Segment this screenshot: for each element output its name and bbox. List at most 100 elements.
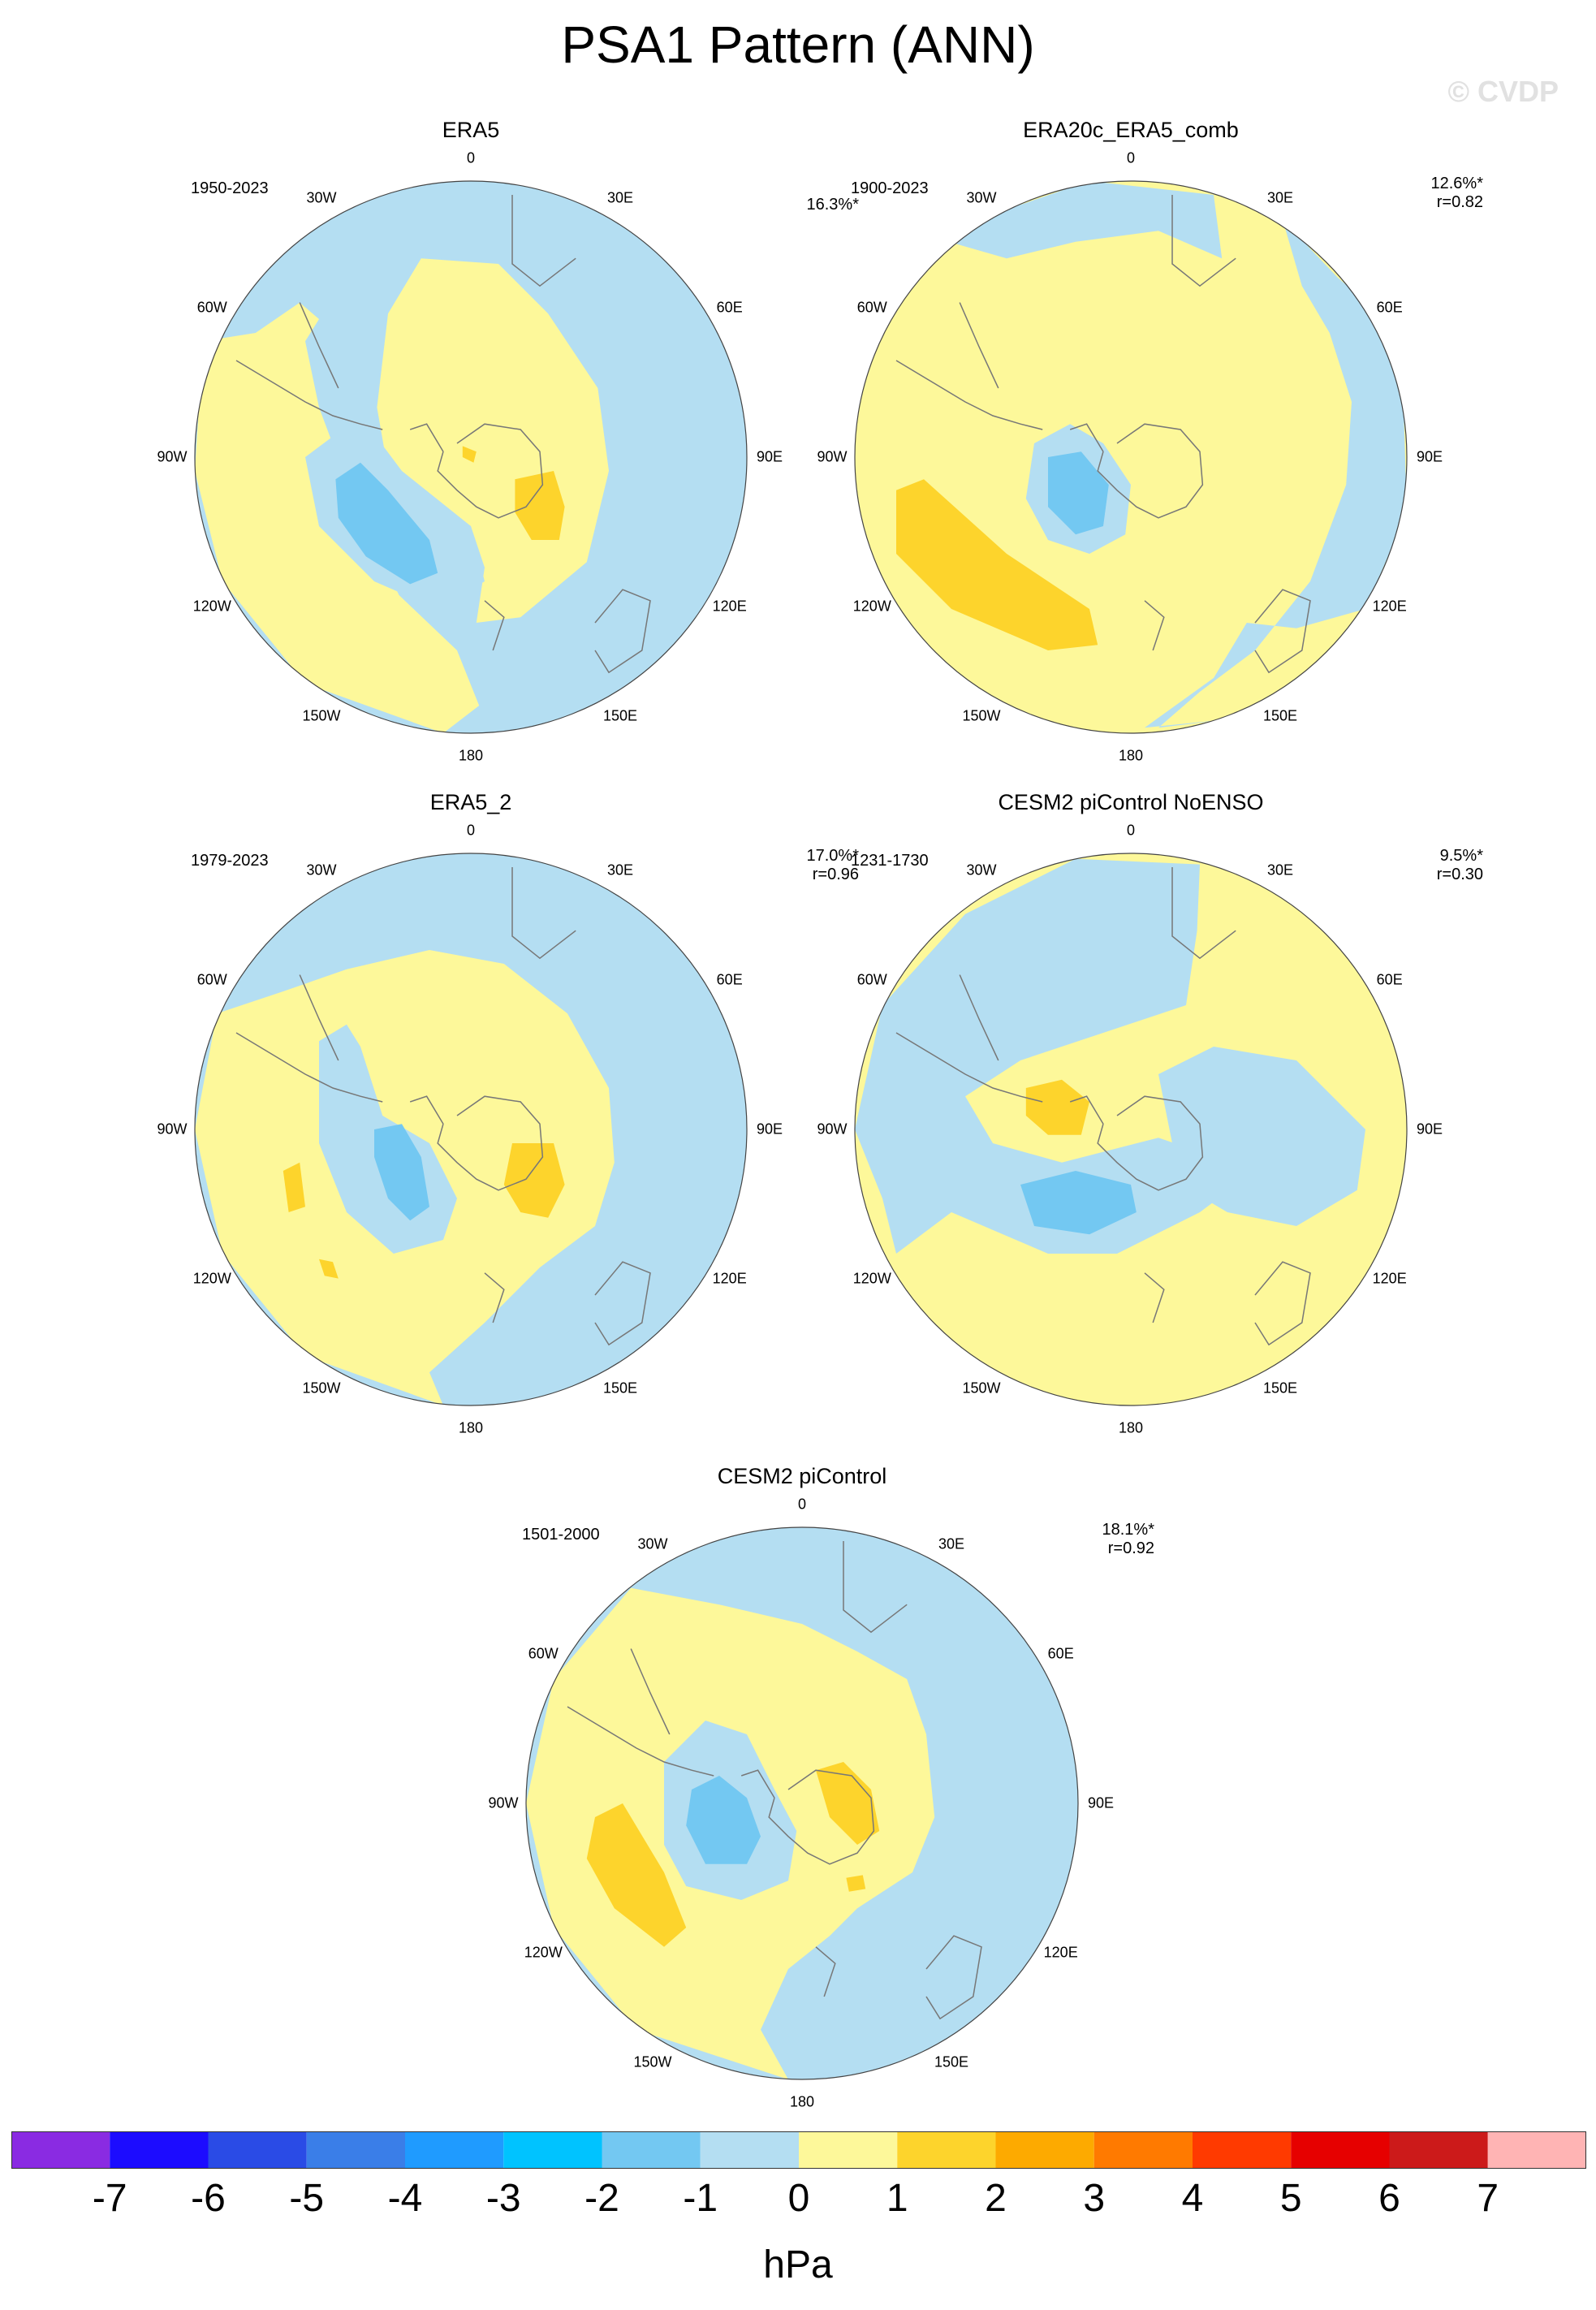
- anomaly-contour: [855, 858, 1255, 1254]
- colorbar-tick-label: -5: [289, 2177, 325, 2220]
- anomaly-contour: [319, 1259, 339, 1279]
- coastline: [1254, 1261, 1311, 1346]
- polar-map: [854, 180, 1408, 734]
- coastline: [895, 1032, 1043, 1103]
- coastline: [567, 1706, 714, 1777]
- longitude-label: 120W: [192, 1270, 231, 1287]
- colorbar-swatch: [995, 2131, 1094, 2169]
- panel-variance: 18.1%*: [1102, 1521, 1155, 1539]
- longitude-label: 120E: [1043, 1944, 1078, 1961]
- coastline: [409, 423, 444, 452]
- coastline: [1171, 867, 1236, 960]
- coastline: [594, 1261, 651, 1346]
- longitude-label: 0: [1126, 149, 1136, 166]
- colorbar-swatch: [1291, 2131, 1390, 2169]
- longitude-label: 180: [458, 747, 484, 764]
- longitude-label: 60E: [1047, 1645, 1074, 1662]
- panel-stats: 18.1%* r=0.92: [1102, 1521, 1155, 1558]
- longitude-label: 150W: [302, 707, 341, 724]
- colorbar: [11, 2131, 1586, 2169]
- panel-stats: 9.5%* r=0.30: [1437, 847, 1483, 884]
- panel-correlation: r=0.30: [1436, 866, 1483, 883]
- panel-title: ERA5_2: [429, 790, 512, 814]
- longitude-label: 30W: [306, 861, 337, 879]
- longitude-label: 0: [466, 822, 476, 839]
- longitude-label: 150E: [934, 2053, 969, 2070]
- anomaly-contour: [686, 1776, 761, 1864]
- longitude-label: 90E: [756, 1120, 783, 1138]
- anomaly-contour: [1145, 219, 1407, 728]
- anomaly-contour: [1020, 1171, 1137, 1235]
- coastline: [299, 302, 339, 389]
- longitude-label: 150E: [1262, 707, 1298, 724]
- colorbar-swatch: [897, 2131, 996, 2169]
- colorbar-tick-label: 1: [886, 2177, 908, 2220]
- longitude-label: 120E: [1372, 598, 1407, 615]
- longitude-label: 180: [458, 1419, 484, 1436]
- coastline: [409, 1095, 444, 1125]
- longitude-label: 30E: [1266, 189, 1294, 206]
- panel-correlation: r=0.82: [1436, 193, 1483, 211]
- colorbar-swatch: [1193, 2131, 1292, 2169]
- colorbar-swatch: [110, 2131, 209, 2169]
- map-panel-era5-2: ERA5_2 1979-2023 17.0%* r=0.96 0 30E 60E 90…: [130, 790, 859, 1440]
- coastline: [925, 1935, 982, 2020]
- copyright-watermark: © CVDP: [1447, 75, 1559, 108]
- longitude-label: 60W: [196, 971, 227, 988]
- map-panel-era5: ERA5 1950-2023 16.3%* 0 30E 60E 90E 120E 150E…: [130, 118, 859, 767]
- colorbar-tick-label: 4: [1181, 2177, 1204, 2220]
- panel-title: ERA5: [442, 118, 500, 142]
- colorbar-tick-label: -2: [584, 2177, 619, 2220]
- figure-title: PSA1 Pattern (ANN): [561, 15, 1035, 74]
- map-rim: [194, 180, 748, 734]
- longitude-label: 30W: [637, 1535, 668, 1552]
- longitude-label: 90E: [1416, 448, 1443, 465]
- longitude-label: 180: [1118, 747, 1144, 764]
- coastline: [511, 867, 576, 960]
- polar-map: [194, 180, 748, 734]
- longitude-label: 90E: [756, 448, 783, 465]
- longitude-label: 150E: [602, 707, 638, 724]
- longitude-label: 180: [789, 2093, 815, 2110]
- panel-period: 1231-1730: [851, 852, 929, 870]
- coastline: [1144, 600, 1165, 651]
- map-rim: [854, 180, 1408, 734]
- coastline: [437, 423, 544, 519]
- coastline: [1097, 423, 1204, 519]
- anomaly-contour: [948, 181, 1223, 259]
- longitude-label: 90W: [488, 1794, 519, 1811]
- coastline: [235, 360, 383, 430]
- longitude-label: 120W: [524, 1944, 563, 1961]
- longitude-label: 30E: [606, 861, 634, 879]
- coastline: [1144, 1272, 1165, 1323]
- longitude-label: 90W: [157, 1120, 188, 1138]
- coastline: [1069, 1095, 1104, 1125]
- panel-period: 1900-2023: [851, 179, 929, 197]
- coastline: [959, 974, 999, 1061]
- coastline: [843, 1541, 908, 1634]
- panel-title: CESM2 piControl NoENSO: [998, 790, 1264, 814]
- colorbar-swatch: [602, 2131, 701, 2169]
- colorbar-tick-label: -1: [683, 2177, 718, 2220]
- panel-stats: 17.0%* r=0.96: [807, 847, 860, 884]
- colorbar-swatch: [208, 2131, 307, 2169]
- longitude-label: 60E: [1376, 299, 1403, 316]
- longitude-label: 0: [466, 149, 476, 166]
- coastline: [630, 1648, 671, 1735]
- coastline: [1171, 195, 1236, 287]
- panel-stats: 12.6%* r=0.82: [1431, 175, 1484, 212]
- panel-title: ERA20c_ERA5_comb: [1023, 118, 1239, 142]
- anomaly-contour: [586, 1803, 687, 1947]
- longitude-label: 60W: [856, 971, 887, 988]
- colorbar-tick-label: 5: [1279, 2177, 1302, 2220]
- anomaly-contour: [1048, 451, 1109, 535]
- coastline: [959, 302, 999, 389]
- longitude-label: 0: [1126, 822, 1136, 839]
- colorbar-tick-label: -3: [485, 2177, 521, 2220]
- polar-map: [854, 853, 1408, 1406]
- panel-period: 1979-2023: [191, 852, 269, 870]
- map-rim: [525, 1526, 1079, 2080]
- longitude-label: 90E: [1416, 1120, 1443, 1138]
- longitude-label: 30E: [938, 1535, 965, 1552]
- longitude-label: 60E: [1376, 971, 1403, 988]
